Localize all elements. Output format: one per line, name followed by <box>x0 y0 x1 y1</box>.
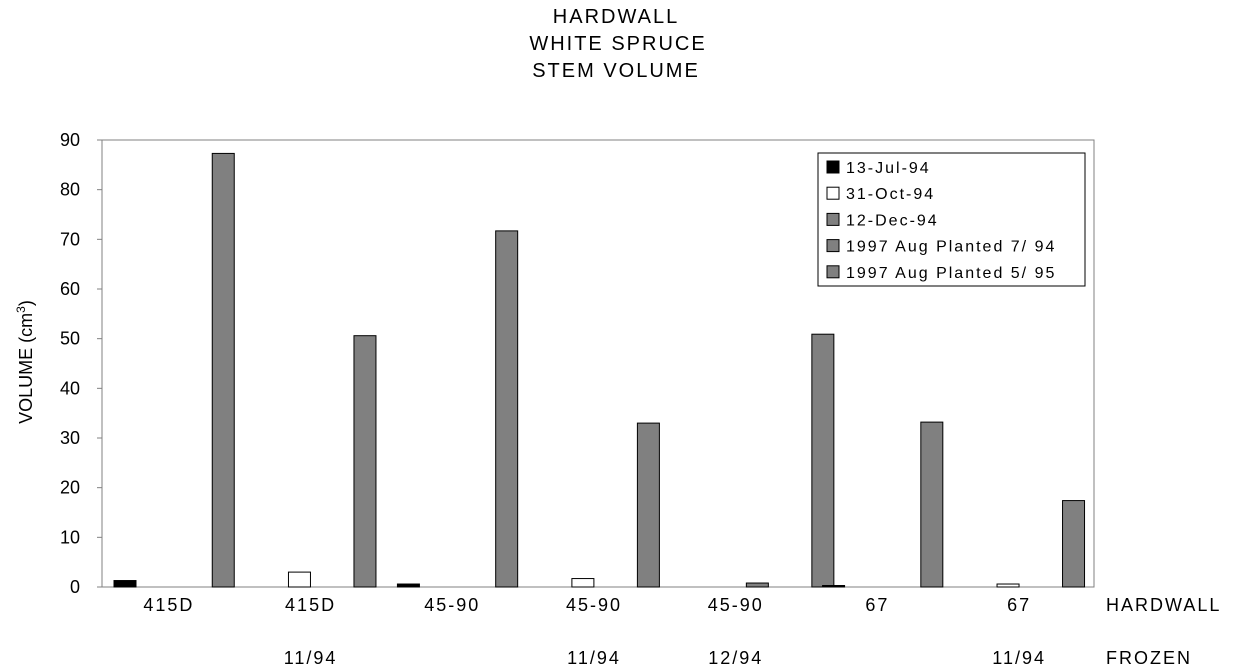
legend-box <box>817 152 1086 287</box>
y-tick-label: 30 <box>60 428 80 448</box>
bar <box>495 230 519 588</box>
y-tick-label: 50 <box>60 329 80 349</box>
legend-swatch <box>826 186 840 200</box>
legend-label: 1997 Aug Planted 7/ 94 <box>846 239 1056 256</box>
y-tick-label: 80 <box>60 180 80 200</box>
y-tick-label: 60 <box>60 279 80 299</box>
bar <box>636 422 660 588</box>
bar <box>996 583 1020 588</box>
legend: 13-Jul-94 31-Oct-94 12-Dec-94 1997 Aug Plan… <box>817 152 1086 287</box>
y-tick-label: 0 <box>70 577 80 597</box>
y-tick-label: 90 <box>60 130 80 150</box>
chart-title: HARDWALL WHITE SPRUCE STEM VOLUME <box>529 6 706 82</box>
y-tick-label: 10 <box>60 527 80 547</box>
x-frozen-label: 11/94 <box>567 648 621 668</box>
legend-swatch <box>826 212 840 226</box>
bar <box>287 571 311 588</box>
bar <box>920 421 944 588</box>
x-frozen-label: 11/94 <box>284 648 338 668</box>
legend-label: 31-Oct-94 <box>846 186 935 203</box>
title-line-3: STEM VOLUME <box>532 60 700 82</box>
legend-swatch <box>826 265 840 279</box>
legend-swatch <box>826 239 840 253</box>
y-axis: 0 10 20 30 40 50 60 70 80 90 <box>60 130 102 597</box>
y-axis-label: VOLUME (cm3) <box>14 300 36 424</box>
bar <box>211 152 235 588</box>
bar <box>113 580 137 588</box>
x-axis: 415D 415D 45-90 45-90 45-90 67 67 HARDWALL 11/94… <box>143 595 1221 668</box>
title-line-1: HARDWALL <box>553 6 679 28</box>
x-frozen-label: 12/94 <box>708 648 763 668</box>
y-tick-label: 70 <box>60 229 80 249</box>
legend-swatch <box>826 160 840 174</box>
x-category-label: 45-90 <box>566 595 622 615</box>
bar <box>822 585 846 588</box>
x-category-label: 415D <box>285 595 336 615</box>
bar <box>571 578 595 588</box>
legend-label: 12-Dec-94 <box>846 212 939 229</box>
x-category-label: 45-90 <box>424 595 480 615</box>
x-category-label: 67 <box>865 595 889 615</box>
legend-label: 13-Jul-94 <box>846 160 931 177</box>
bar <box>353 335 377 588</box>
bars <box>113 152 1086 588</box>
bar <box>745 582 769 588</box>
x-row-label: HARDWALL <box>1106 595 1221 615</box>
y-tick-label: 20 <box>60 478 80 498</box>
x-frozen-label: 11/94 <box>992 648 1046 668</box>
y-tick-label: 40 <box>60 378 80 398</box>
x-category-label: 45-90 <box>708 595 764 615</box>
bar <box>811 333 835 588</box>
x-row-label: FROZEN <box>1106 648 1192 668</box>
bar <box>1062 500 1086 588</box>
title-line-2: WHITE SPRUCE <box>529 33 706 55</box>
plot-area <box>101 139 1095 588</box>
bar <box>396 583 420 588</box>
x-category-label: 67 <box>1007 595 1031 615</box>
x-category-label: 415D <box>143 595 194 615</box>
legend-label: 1997 Aug Planted 5/ 95 <box>846 265 1056 282</box>
